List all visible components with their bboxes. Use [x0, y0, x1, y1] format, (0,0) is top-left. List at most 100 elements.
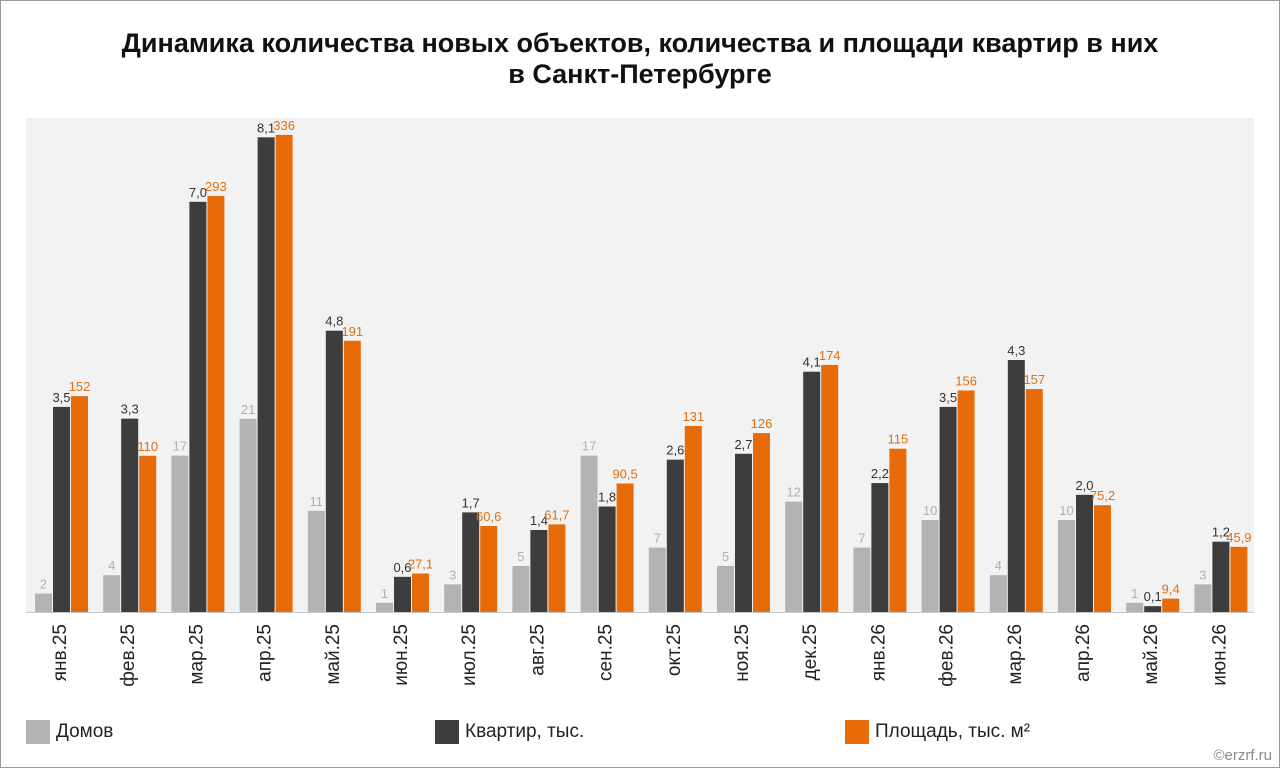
bar-flats [189, 201, 207, 613]
data-label-area: 60,6 [476, 509, 501, 524]
data-label-houses: 17 [582, 439, 596, 454]
bar-houses [376, 602, 393, 612]
bar-houses [1058, 520, 1075, 612]
data-label-flats: 4,3 [1007, 343, 1025, 358]
bar-flats [803, 371, 821, 612]
bar-area [207, 195, 225, 612]
x-tick-label: авг.25 [527, 624, 548, 676]
data-label-flats: 7,0 [189, 185, 207, 200]
data-label-area: 75,2 [1090, 488, 1115, 503]
bar-area [684, 425, 702, 612]
legend-swatch-flats [435, 720, 459, 744]
legend-label-area: Площадь, тыс. м² [875, 721, 1031, 742]
bar-houses [444, 584, 462, 612]
legend-item-flats: Квартир, тыс. [435, 720, 584, 744]
x-tick-label: май.25 [323, 624, 344, 685]
bar-area [753, 433, 770, 612]
bar-area [412, 573, 429, 612]
data-label-area: 9,4 [1162, 582, 1180, 597]
legend-item-houses: Домов [26, 720, 113, 744]
bar-flats [939, 406, 957, 612]
data-label-area: 27,1 [408, 557, 433, 572]
bar-area [1230, 546, 1248, 612]
x-tick-label: апр.26 [1073, 624, 1094, 682]
x-tick-label: мар.26 [1005, 624, 1026, 685]
bar-flats [598, 506, 616, 612]
data-label-flats: 8,1 [257, 120, 275, 135]
data-label-houses: 10 [1059, 503, 1073, 518]
credit-text: ©erzrf.ru [1213, 747, 1272, 764]
bar-houses [171, 455, 189, 612]
data-label-flats: 2,6 [666, 443, 684, 458]
chart-title: Динамика количества новых объектов, коли… [0, 28, 1280, 90]
data-label-flats: 3,5 [52, 390, 70, 405]
bar-flats [257, 137, 275, 612]
legend-label-houses: Домов [56, 721, 114, 742]
data-label-houses: 10 [923, 503, 937, 518]
bar-flats [666, 459, 684, 612]
data-label-houses: 7 [858, 531, 865, 546]
data-label-flats: 2,0 [1075, 478, 1093, 493]
x-tick-label: дек.25 [800, 624, 821, 680]
x-tick-label: мар.25 [186, 624, 207, 685]
data-label-area: 126 [751, 416, 773, 431]
data-label-houses: 5 [517, 549, 524, 564]
data-label-flats: 2,2 [871, 466, 889, 481]
chart-title-line-1: Динамика количества новых объектов, коли… [121, 28, 1159, 58]
bar-houses [989, 575, 1007, 612]
bar-houses [512, 566, 530, 612]
bar-flats [1212, 541, 1230, 612]
x-tick-label: фев.26 [937, 624, 958, 687]
data-label-area: 293 [205, 179, 227, 194]
x-tick-label: июл.25 [459, 624, 480, 686]
data-label-houses: 2 [40, 577, 47, 592]
bar-flats [1076, 494, 1093, 612]
bar-flats [325, 330, 343, 612]
bar-area [139, 455, 157, 612]
bar-area [1025, 389, 1043, 612]
data-label-flats: 1,7 [462, 495, 480, 510]
bar-area [889, 448, 907, 612]
data-label-area: 131 [682, 409, 704, 424]
data-label-flats: 2,7 [734, 437, 752, 452]
data-label-houses: 1 [1131, 586, 1138, 601]
bar-area [1094, 505, 1111, 612]
bar-flats [121, 418, 139, 612]
bar-area [275, 134, 293, 612]
data-label-flats: 0,1 [1144, 589, 1162, 604]
data-label-area: 45,9 [1226, 530, 1251, 545]
bar-houses [921, 520, 939, 612]
data-label-flats: 3,3 [121, 402, 139, 417]
bar-houses [35, 593, 52, 612]
x-tick-label: окт.25 [664, 624, 685, 676]
legend-label-flats: Квартир, тыс. [465, 721, 585, 742]
data-label-flats: 1,4 [530, 513, 548, 528]
data-label-area: 174 [819, 348, 841, 363]
data-label-area: 90,5 [612, 466, 637, 481]
bar-houses [717, 566, 734, 612]
data-label-houses: 4 [995, 558, 1002, 573]
bar-area [480, 525, 498, 612]
bar-houses [239, 418, 257, 612]
x-tick-label: сен.25 [596, 624, 617, 681]
data-label-houses: 12 [786, 485, 800, 500]
bar-area [343, 340, 361, 612]
x-tick-label: фев.25 [118, 624, 139, 687]
bar-flats [1007, 360, 1025, 612]
data-label-area: 152 [69, 379, 91, 394]
bar-area [821, 364, 839, 612]
bar-houses [1194, 584, 1212, 612]
data-label-houses: 3 [449, 567, 456, 582]
data-label-area: 110 [137, 439, 158, 454]
bar-area [957, 390, 975, 612]
bar-area [616, 483, 634, 612]
data-label-area: 156 [955, 373, 977, 388]
x-tick-label: янв.25 [50, 624, 71, 681]
x-tick-label: июн.26 [1209, 624, 1230, 686]
bar-houses [853, 547, 871, 612]
bar-area [71, 396, 88, 612]
data-label-area: 336 [273, 118, 295, 133]
data-label-houses: 1 [381, 586, 388, 601]
legend-swatch-area [845, 720, 869, 744]
